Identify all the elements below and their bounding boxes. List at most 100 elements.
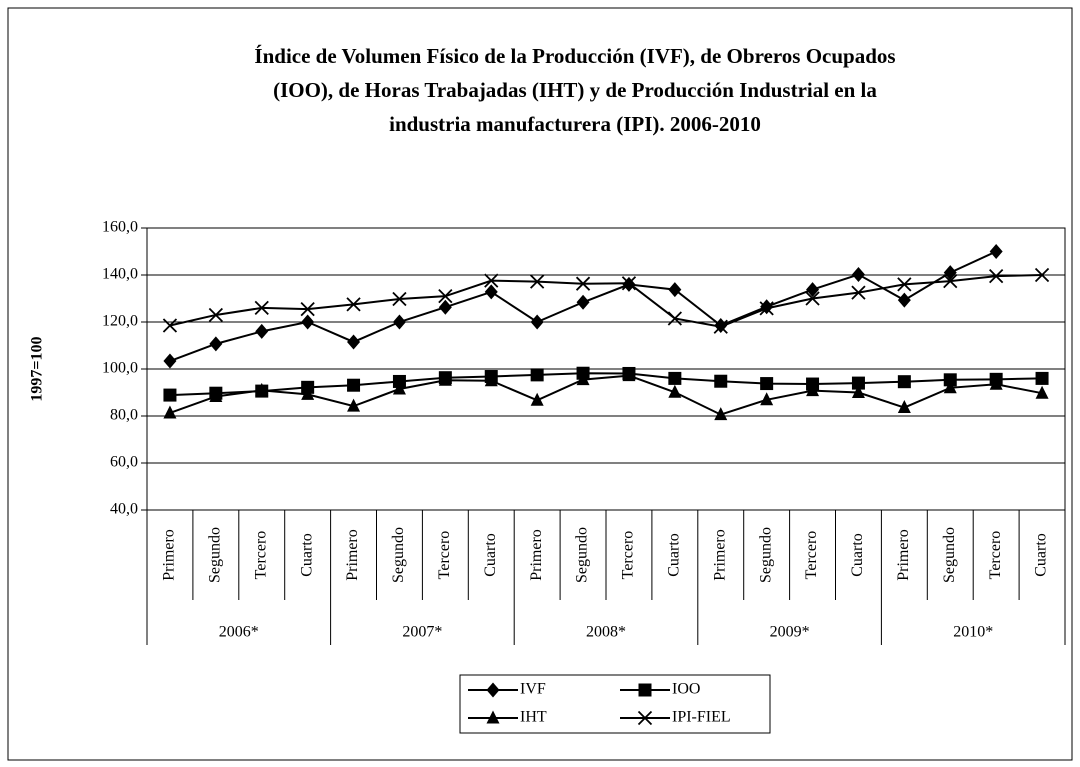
data-point	[346, 297, 361, 312]
data-point	[530, 392, 544, 406]
data-point	[760, 377, 774, 391]
data-point	[851, 267, 865, 283]
group-label: 2007*	[402, 624, 442, 641]
legend-marker	[486, 710, 500, 724]
x-tick-label: Segundo	[941, 527, 958, 583]
group-label: 2008*	[586, 624, 626, 641]
data-point	[392, 314, 406, 330]
data-point	[576, 372, 590, 386]
data-point	[714, 407, 728, 421]
x-tick-label: Primero	[344, 529, 361, 581]
y-tick-label: 100,0	[102, 360, 138, 377]
data-point	[943, 373, 957, 387]
data-point	[759, 301, 774, 316]
data-point	[255, 323, 269, 339]
data-point	[897, 277, 912, 292]
data-point	[254, 300, 269, 316]
group-label: 2010*	[953, 624, 993, 641]
x-tick-label: Cuarto	[849, 533, 866, 577]
data-point	[484, 284, 498, 300]
data-point	[806, 282, 820, 298]
series-line	[169, 372, 1043, 397]
data-point	[209, 388, 223, 402]
series-line	[169, 274, 1043, 328]
data-point	[989, 376, 1003, 390]
data-point	[760, 392, 774, 406]
data-point	[943, 380, 957, 394]
legend-label: IPI-FIEL	[672, 709, 731, 726]
data-point	[347, 398, 361, 412]
x-tick-label: Cuarto	[298, 533, 315, 577]
data-point	[897, 375, 911, 389]
x-tick-label: Tercero	[987, 531, 1004, 580]
x-tick-label: Segundo	[207, 527, 224, 583]
chart-title: Índice de Volumen Físico de la Producció…	[254, 44, 895, 68]
data-point	[989, 244, 1003, 259]
x-tick-label: Cuarto	[1033, 533, 1050, 577]
data-point	[484, 373, 498, 387]
series-line	[169, 374, 1043, 416]
x-tick-label: Tercero	[252, 531, 269, 580]
data-point	[392, 381, 406, 395]
data-point	[668, 282, 682, 298]
data-point	[484, 273, 499, 288]
chart-title: industria manufacturera (IPI). 2006-2010	[389, 112, 761, 136]
data-point	[943, 273, 958, 289]
data-point	[347, 378, 361, 392]
data-point	[162, 318, 178, 333]
data-point	[575, 276, 591, 291]
x-tick-label: Cuarto	[482, 533, 499, 577]
x-tick-label: Tercero	[620, 531, 637, 580]
data-point	[438, 299, 452, 315]
data-point	[209, 336, 223, 352]
data-point	[438, 289, 453, 304]
data-point	[851, 285, 866, 300]
data-point	[621, 276, 637, 291]
group-label: 2006*	[219, 624, 259, 641]
legend-marker	[637, 710, 653, 726]
y-tick-label: 140,0	[102, 266, 138, 283]
chart-title: (IOO), de Horas Trabajadas (IHT) y de Pr…	[273, 78, 877, 102]
data-point	[668, 384, 682, 398]
y-tick-label: 80,0	[110, 407, 138, 424]
x-tick-label: Primero	[895, 529, 912, 581]
data-point	[943, 265, 957, 281]
chart-border	[7, 7, 1073, 761]
data-point	[530, 314, 544, 330]
x-tick-label: Cuarto	[666, 533, 683, 577]
x-tick-label: Tercero	[436, 531, 453, 580]
data-point	[805, 291, 820, 306]
data-point	[897, 292, 911, 308]
legend-label: IHT	[520, 709, 547, 726]
legend-label: IVF	[520, 681, 546, 698]
data-point	[301, 314, 315, 330]
x-tick-label: Tercero	[803, 531, 820, 580]
data-point	[163, 405, 177, 419]
y-tick-label: 40,0	[110, 501, 138, 518]
data-point	[163, 388, 177, 402]
y-axis-title: 1997=100	[29, 336, 46, 401]
legend-label: IOO	[672, 681, 700, 698]
legend-box	[459, 674, 771, 734]
legend-marker	[486, 682, 500, 698]
y-tick-label: 120,0	[102, 313, 138, 330]
data-point	[255, 382, 269, 396]
data-point	[713, 319, 728, 334]
y-tick-label: 60,0	[110, 454, 138, 471]
data-point	[530, 368, 544, 382]
legend-marker	[638, 683, 652, 697]
y-tick-label: 160,0	[102, 219, 138, 236]
x-tick-label: Primero	[161, 529, 178, 581]
data-point	[1035, 385, 1049, 399]
data-point	[851, 376, 865, 390]
data-point	[347, 334, 361, 350]
data-point	[208, 307, 223, 323]
data-point	[897, 400, 911, 414]
data-point	[806, 383, 820, 397]
data-point	[667, 311, 682, 326]
data-point	[1035, 371, 1049, 385]
data-point	[438, 372, 452, 386]
data-point	[576, 294, 590, 310]
data-point	[392, 374, 406, 388]
